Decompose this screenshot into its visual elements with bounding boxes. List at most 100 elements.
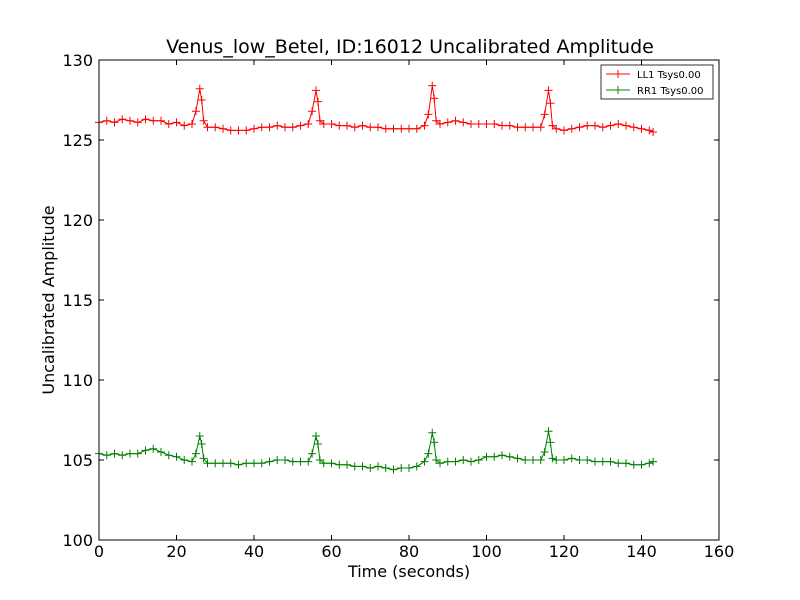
series-1-point — [273, 121, 282, 130]
plot-area — [95, 81, 658, 474]
series-2-point — [622, 459, 630, 468]
series-1-point — [598, 123, 607, 132]
series-1-point — [649, 128, 658, 136]
series-1-point — [110, 118, 119, 127]
series-1-point — [219, 124, 227, 133]
series-2-point — [343, 460, 351, 469]
series-2-point — [598, 457, 607, 466]
series-1-point — [420, 121, 429, 130]
series-1-point — [397, 124, 406, 133]
series-2-point — [645, 459, 654, 468]
series-1-point — [552, 124, 561, 133]
series-2-point — [606, 457, 615, 466]
legend-label: LL1 Tsys0.00 — [637, 70, 701, 81]
x-tick-label: 40 — [244, 542, 264, 561]
series-1-point — [430, 94, 439, 103]
series-1-point — [203, 123, 212, 132]
series-1-point — [199, 116, 208, 125]
series-2-point — [405, 464, 413, 472]
legend-marker — [614, 86, 622, 94]
series-1-point — [513, 123, 522, 132]
series-1-point — [436, 120, 444, 128]
series-1-point — [443, 118, 452, 127]
series-1-point — [389, 124, 398, 133]
series-1-point — [350, 123, 359, 132]
series-2-point — [521, 456, 530, 464]
series-2-point — [560, 456, 568, 464]
series-2-point — [540, 448, 549, 456]
series-2-point — [188, 457, 196, 466]
series-1-point — [141, 115, 150, 124]
series-1-point — [614, 120, 623, 128]
series-2-point — [432, 456, 441, 464]
series-1-point — [424, 110, 433, 119]
series-2-point — [490, 452, 499, 461]
series-2-point — [637, 460, 646, 469]
series-2-point — [412, 462, 421, 471]
series-2-point — [459, 456, 468, 464]
series-1-point — [195, 84, 204, 93]
series-1-point — [308, 107, 317, 116]
series-1-point — [358, 121, 367, 130]
series-1-point — [197, 96, 206, 104]
series-2-point — [529, 456, 537, 464]
series-2-point — [250, 459, 258, 468]
x-tick-label: 60 — [321, 542, 341, 561]
series-1-point — [412, 124, 421, 133]
series-2-point — [226, 459, 235, 468]
series-1-point — [451, 116, 460, 125]
series-2-point — [133, 449, 142, 458]
x-tick-label: 160 — [704, 542, 735, 561]
series-1-point — [226, 126, 235, 135]
y-tick-label: 125 — [62, 131, 93, 150]
series-1-point — [591, 121, 599, 130]
series-2-point — [242, 459, 251, 468]
series-1-point — [366, 123, 375, 132]
series-2-point — [498, 451, 506, 460]
series-2-point — [513, 454, 522, 463]
y-tick-label: 105 — [62, 451, 93, 470]
series-1-point — [606, 121, 615, 130]
series-1-point — [575, 123, 584, 132]
series-2-point — [505, 452, 514, 461]
series-2-point — [629, 460, 638, 469]
series-1-point — [126, 116, 134, 125]
series-1-point — [288, 123, 297, 132]
series-2-point — [451, 457, 460, 466]
x-tick-label: 80 — [399, 542, 419, 561]
series-1-point — [133, 118, 142, 127]
series-2-point — [424, 449, 433, 458]
series-2-point — [583, 456, 592, 464]
series-1-point — [548, 121, 557, 130]
series-1-point — [335, 121, 344, 130]
series-2-point — [126, 449, 134, 458]
series-2-point — [389, 465, 398, 474]
series-2-point — [467, 457, 475, 466]
series-2-point — [219, 459, 227, 468]
y-tick-label: 115 — [62, 291, 93, 310]
series-2-point — [304, 457, 313, 466]
series-1-point — [622, 121, 630, 130]
series-1-point — [482, 120, 491, 128]
series-2-point — [374, 462, 382, 471]
series-2-point — [199, 454, 208, 463]
series-2-point — [428, 428, 437, 437]
series-1-point — [188, 120, 196, 128]
series-1-point — [319, 120, 328, 128]
series-2-point — [180, 456, 189, 464]
y-tick-label: 130 — [62, 51, 93, 70]
series-2-point — [265, 457, 274, 466]
y-tick-label: 120 — [62, 211, 93, 230]
series-2-point — [397, 464, 406, 472]
series-2-point — [211, 459, 220, 468]
series-2-point — [420, 457, 429, 466]
series-2-point — [546, 438, 555, 447]
series-1-point — [544, 86, 553, 95]
series-2-point — [552, 456, 561, 464]
series-2-point — [312, 432, 320, 440]
series-1-point — [405, 124, 413, 133]
series-2-point — [288, 457, 297, 466]
series-1-point — [432, 116, 441, 125]
series-1-point — [546, 99, 555, 108]
series-2-point — [335, 460, 344, 469]
